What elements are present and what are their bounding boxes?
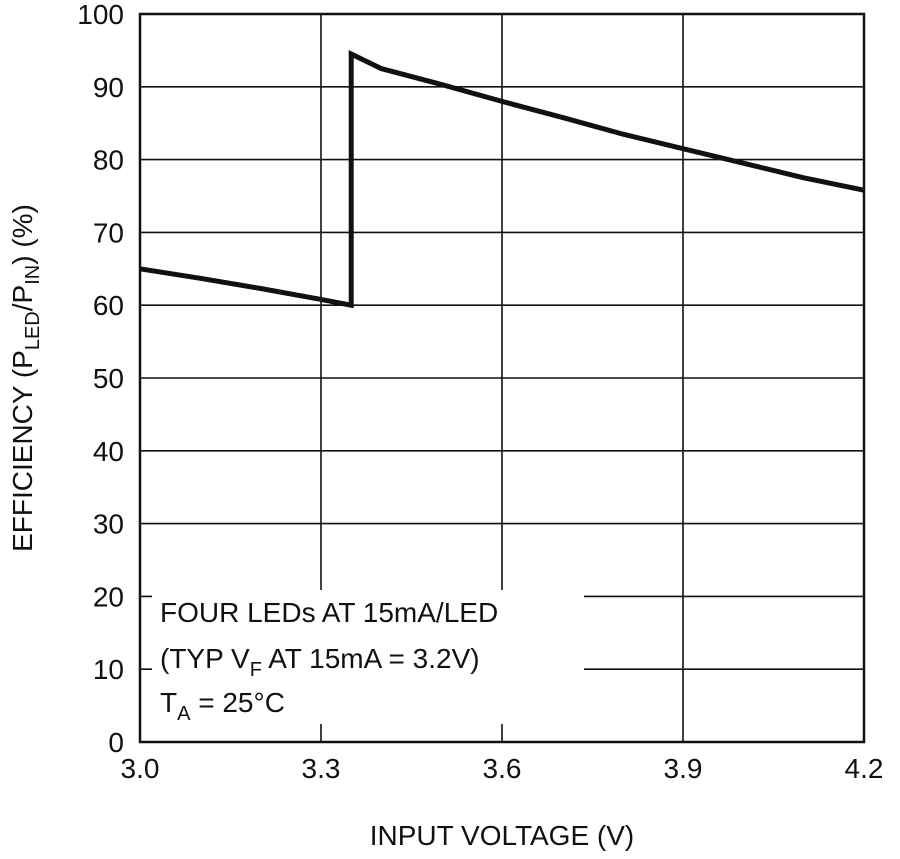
y-tick-labels: 0 10 20 30 40 50 60 70 80 90 100 [77,0,124,758]
x-tick-label: 4.2 [845,753,884,784]
y-tick-label: 90 [93,72,124,103]
y-tick-label: 100 [77,0,124,30]
y-axis-label-suffix: ) (%) [7,204,38,265]
y-tick-label: 70 [93,217,124,248]
annotation-background [152,590,584,724]
annotation-line-3-prefix: T [160,687,177,718]
efficiency-series-line [139,50,865,309]
x-tick-label: 3.3 [302,753,341,784]
y-axis-label-sub-led: LED [22,311,44,350]
series [139,50,865,309]
x-tick-label: 3.6 [483,753,522,784]
annotation-line-3-sub: A [177,703,191,725]
y-tick-label: 10 [93,654,124,685]
annotation-line-2-suffix: AT 15mA = 3.2V) [262,643,480,674]
y-tick-label: 0 [108,727,124,758]
y-tick-label: 30 [93,509,124,540]
y-axis-label: EFFICIENCY (PLED/PIN) (%) [7,204,44,552]
annotation-line-3-suffix: = 25°C [190,687,284,718]
annotation-line-2: (TYP VF AT 15mA = 3.2V) [160,643,480,681]
y-axis-label-sub-in: IN [22,265,44,285]
y-tick-label: 60 [93,290,124,321]
y-axis-label-prefix: EFFICIENCY (P [7,350,38,552]
x-tick-label: 3.0 [121,753,160,784]
annotation-line-1: FOUR LEDs AT 15mA/LED [160,597,498,628]
x-tick-labels: 3.0 3.3 3.6 3.9 4.2 [121,753,884,784]
plot-frame [138,12,866,744]
y-tick-label: 80 [93,145,124,176]
x-axis-label: INPUT VOLTAGE (V) [370,820,634,851]
y-tick-label: 50 [93,363,124,394]
y-tick-label: 20 [93,581,124,612]
annotation-line-3: TA = 25°C [160,687,285,725]
y-tick-label: 40 [93,436,124,467]
y-axis-label-mid: /P [7,285,38,311]
annotation-line-2-sub: F [250,659,262,681]
annotation-line-2-prefix: (TYP V [160,643,250,674]
x-tick-label: 3.9 [664,753,703,784]
